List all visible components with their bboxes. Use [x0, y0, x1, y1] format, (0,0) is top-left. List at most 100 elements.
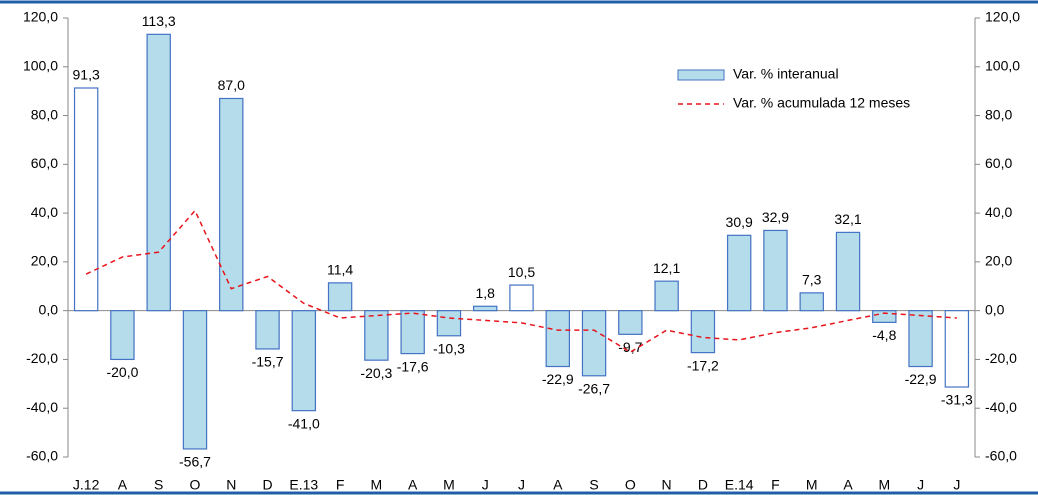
- bar: [581, 310, 607, 377]
- y2-tick-label: 0,0: [985, 301, 1005, 317]
- value-label: -26,7: [578, 380, 610, 396]
- x-tick-label: A: [553, 477, 563, 493]
- x-tick-label: D: [262, 477, 272, 493]
- bar: [654, 280, 679, 312]
- value-label: 10,5: [508, 264, 535, 280]
- value-label: -17,6: [397, 358, 429, 374]
- x-tick-label: S: [589, 477, 598, 493]
- bar: [509, 284, 534, 312]
- y2-tick-label: 60,0: [985, 155, 1012, 171]
- y-tick-label: 120,0: [23, 9, 58, 25]
- value-label: -20,3: [360, 365, 392, 381]
- value-label: -31,3: [941, 392, 973, 408]
- bar: [219, 97, 244, 312]
- y-tick-label: 80,0: [31, 106, 58, 122]
- y2-tick-label: -20,0: [985, 350, 1017, 366]
- x-tick-label: O: [190, 477, 201, 493]
- y-tick-label: -20,0: [26, 350, 58, 366]
- value-label: 87,0: [218, 77, 245, 93]
- value-label: -41,0: [288, 415, 320, 431]
- y-tick-label: -60,0: [26, 448, 58, 464]
- bar: [618, 310, 643, 335]
- value-label: -10,3: [433, 340, 465, 356]
- value-label: -15,7: [252, 354, 284, 370]
- bar: [944, 310, 970, 388]
- bar: [726, 234, 752, 312]
- legend-swatch: [677, 69, 725, 81]
- y2-tick-label: 20,0: [985, 253, 1012, 269]
- x-tick-label: M: [806, 477, 818, 493]
- x-tick-label: A: [843, 477, 853, 493]
- y2-tick-label: 80,0: [985, 106, 1012, 122]
- bar: [436, 310, 462, 337]
- value-label: 32,9: [762, 209, 789, 225]
- value-label: 11,4: [327, 262, 353, 278]
- bar: [799, 292, 824, 312]
- bar: [763, 229, 788, 312]
- y-tick-label: 100,0: [23, 57, 58, 73]
- x-tick-label: D: [698, 477, 708, 493]
- value-label: -56,7: [179, 454, 211, 470]
- bar: [364, 310, 389, 361]
- bar: [110, 310, 135, 361]
- y-tick-label: -40,0: [26, 399, 58, 415]
- x-tick-label: E.14: [725, 477, 754, 493]
- value-label: 91,3: [73, 67, 100, 83]
- y2-tick-label: 120,0: [985, 9, 1020, 25]
- x-tick-label: N: [226, 477, 236, 493]
- x-tick-label: O: [625, 477, 636, 493]
- x-tick-label: J: [518, 477, 525, 493]
- y2-tick-label: -60,0: [985, 448, 1017, 464]
- value-label: -17,2: [687, 357, 719, 373]
- value-label: -20,0: [106, 364, 138, 380]
- bar: [545, 310, 570, 368]
- y2-tick-label: 100,0: [985, 57, 1020, 73]
- value-label: 12,1: [653, 260, 680, 276]
- y-tick-label: 40,0: [31, 204, 58, 220]
- x-tick-label: J: [482, 477, 489, 493]
- x-tick-label: J: [917, 477, 924, 493]
- bar: [400, 310, 425, 355]
- value-label: -9,7: [618, 339, 642, 355]
- x-tick-label: M: [443, 477, 455, 493]
- bar: [291, 310, 317, 412]
- x-tick-label: J.12: [73, 477, 100, 493]
- y-tick-label: 60,0: [31, 155, 58, 171]
- x-tick-label: S: [154, 477, 163, 493]
- value-label: 32,1: [834, 211, 861, 227]
- bar: [473, 305, 498, 312]
- x-tick-label: A: [408, 477, 418, 493]
- x-tick-label: M: [878, 477, 890, 493]
- x-tick-label: E.13: [289, 477, 318, 493]
- x-tick-label: M: [371, 477, 383, 493]
- value-label: -22,9: [542, 371, 574, 387]
- bar: [690, 310, 716, 354]
- legend-label: Var. % interanual: [733, 66, 839, 82]
- x-tick-label: A: [118, 477, 128, 493]
- bar: [835, 231, 861, 312]
- x-tick-label: F: [336, 477, 345, 493]
- bar: [146, 33, 171, 312]
- line: [85, 209, 957, 354]
- bar: [255, 310, 280, 350]
- x-tick-label: J: [953, 477, 960, 493]
- bar: [872, 310, 897, 323]
- legend-label: Var. % acumulada 12 meses: [733, 95, 910, 111]
- bar: [908, 310, 933, 368]
- y2-tick-label: 40,0: [985, 204, 1012, 220]
- value-label: 113,3: [142, 13, 176, 29]
- bar: [327, 282, 353, 312]
- bar: [73, 87, 99, 312]
- value-label: 30,9: [726, 214, 753, 230]
- value-label: -22,9: [905, 371, 937, 387]
- x-tick-label: N: [662, 477, 672, 493]
- value-label: -4,8: [872, 327, 896, 343]
- y-tick-label: 20,0: [31, 253, 58, 269]
- y2-tick-label: -40,0: [985, 399, 1017, 415]
- value-label: 1,8: [475, 285, 495, 301]
- bar: [182, 310, 208, 450]
- value-label: 7,3: [802, 272, 822, 288]
- y-tick-label: 0,0: [39, 301, 59, 317]
- x-tick-label: F: [771, 477, 780, 493]
